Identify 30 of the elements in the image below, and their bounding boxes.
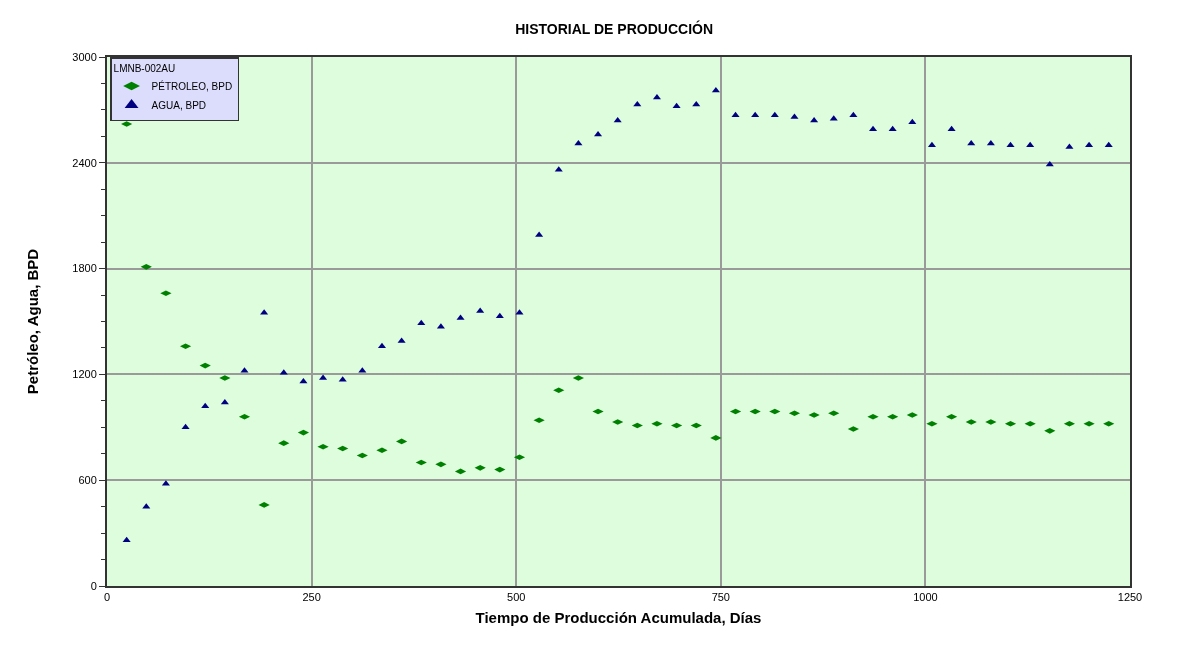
point — [299, 377, 308, 384]
point — [574, 139, 583, 146]
y-tick-label: 1800 — [72, 262, 97, 275]
point — [986, 139, 995, 146]
x-tick-label: 1250 — [1117, 591, 1143, 604]
x-tick-label: 0 — [103, 591, 111, 604]
x-tick-label: 250 — [302, 591, 321, 604]
point — [810, 116, 819, 123]
x-axis-title: Tiempo de Producción Acumulada, Días — [475, 608, 762, 626]
y-tick-label: 1200 — [72, 368, 97, 381]
point — [181, 423, 190, 430]
point — [888, 125, 897, 132]
point — [672, 102, 681, 109]
point — [417, 319, 426, 326]
y-tick-label: 2400 — [72, 156, 97, 169]
point — [868, 125, 878, 132]
legend-label: PÉTROLEO, BPD — [151, 79, 233, 92]
x-tick-label: 500 — [507, 591, 526, 604]
legend-title: LMNB-002AU — [113, 62, 176, 74]
x-tick-label: 1000 — [913, 591, 938, 604]
y-tick-label: 0 — [90, 579, 97, 592]
y-tick-label: 600 — [78, 474, 97, 487]
point — [967, 139, 976, 146]
chart-title: HISTORIAL DE PRODUCCIÓN — [515, 19, 714, 37]
point — [947, 125, 956, 132]
y-tick-label: 3000 — [72, 50, 97, 63]
x-tick-label: 750 — [711, 591, 730, 604]
y-axis-title: Petróleo, Agua, BPD — [24, 248, 42, 395]
point — [613, 116, 622, 123]
legend-label: AGUA, BPD — [151, 99, 207, 111]
